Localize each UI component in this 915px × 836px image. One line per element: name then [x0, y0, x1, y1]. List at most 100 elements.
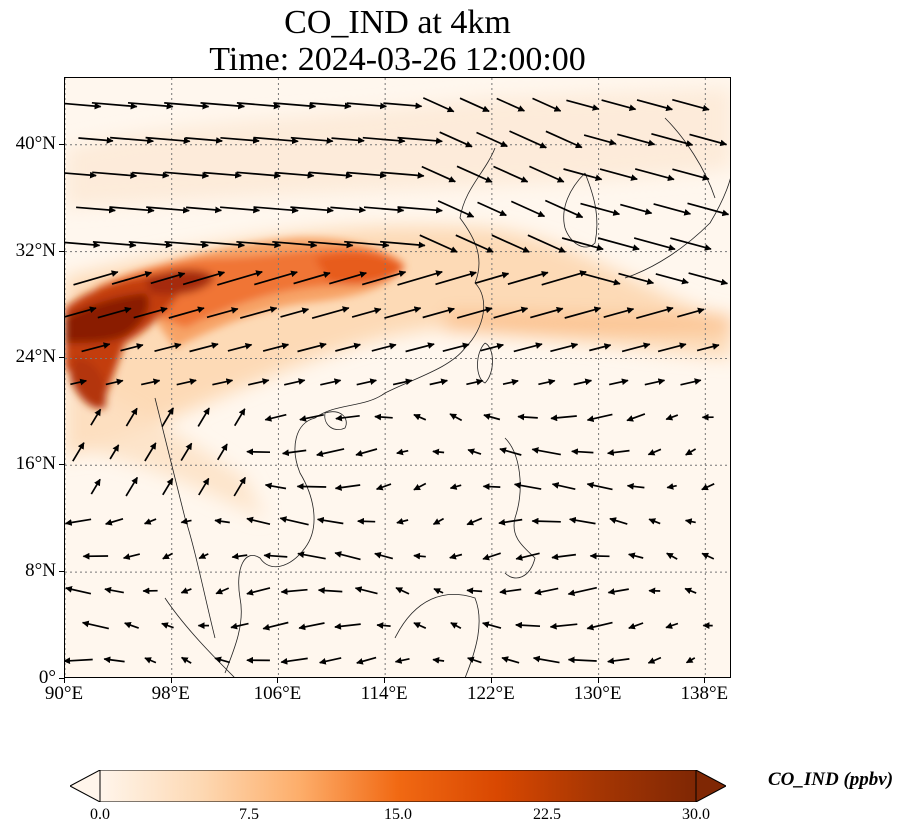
wind-arrow: [530, 306, 564, 319]
wind-arrow: [467, 656, 482, 664]
wind-arrow: [449, 552, 463, 560]
wind-arrow: [456, 165, 493, 183]
wind-arrow: [331, 136, 365, 144]
wind-arrow: [280, 588, 308, 595]
lon-tick: [384, 678, 386, 683]
wind-arrow: [189, 342, 219, 353]
wind-arrow: [450, 622, 462, 630]
lat-tick: [59, 464, 64, 466]
wind-arrow: [279, 516, 309, 526]
wind-arrow: [621, 342, 651, 353]
wind-arrow: [239, 306, 278, 319]
wind-arrow: [586, 413, 613, 423]
lat-tick-label: 32°N: [15, 239, 56, 261]
wind-arrow: [477, 201, 507, 217]
wind-arrow: [513, 482, 542, 490]
wind-arrow: [439, 131, 473, 148]
wind-arrow: [308, 171, 353, 179]
wind-arrow: [626, 483, 645, 490]
wind-arrow: [246, 587, 271, 596]
wind-arrow: [432, 448, 445, 456]
wind-arrow: [280, 307, 310, 318]
lat-tick: [59, 678, 64, 679]
wind-arrow: [125, 407, 138, 427]
wind-arrow: [475, 271, 510, 285]
wind-arrow: [198, 552, 209, 560]
wind-arrow: [309, 102, 352, 110]
wind-arrow: [607, 657, 630, 665]
wind-arrow: [586, 621, 613, 631]
wind-arrow: [422, 97, 455, 113]
wind-arrow: [534, 587, 559, 596]
wind-arrow: [91, 101, 138, 110]
wind-arrow: [355, 448, 378, 457]
wind-arrow: [628, 622, 644, 630]
wind-arrow: [442, 342, 470, 353]
wind-arrow: [563, 168, 603, 182]
wind-arrow: [551, 482, 576, 491]
wind-arrow: [133, 306, 168, 319]
wind-arrow: [609, 378, 629, 386]
wind-arrow: [220, 136, 260, 144]
wind-arrow: [180, 442, 193, 462]
wind-arrow: [626, 413, 646, 422]
wind-arrow: [233, 476, 247, 497]
wind-arrow: [154, 342, 182, 353]
lon-tick: [170, 678, 172, 683]
wind-arrow: [150, 271, 186, 285]
wind-arrow: [531, 517, 561, 525]
wind-arrow: [567, 586, 597, 597]
wind-arrow: [65, 518, 92, 526]
wind-arrow: [356, 656, 377, 665]
wind-arrow: [491, 234, 530, 253]
wind-arrow: [580, 202, 621, 216]
wind-arrow: [262, 342, 290, 352]
wind-arrow: [687, 202, 730, 217]
lat-tick: [59, 143, 64, 145]
coastlines: [154, 117, 730, 677]
wind-arrow: [647, 448, 662, 456]
lon-tick-label: 138°E: [680, 683, 729, 704]
lat-tick: [59, 250, 64, 252]
lon-tick-label: 98°E: [151, 683, 190, 704]
wind-arrow: [550, 414, 577, 422]
wind-arrow: [483, 413, 501, 421]
wind-arrow: [299, 413, 324, 422]
wind-arrow: [665, 622, 679, 629]
wind-arrow: [124, 621, 139, 629]
wind-arrow: [81, 620, 109, 630]
wind-arrow: [571, 448, 594, 456]
wind-arrow: [185, 137, 223, 144]
wind-arrow: [346, 171, 387, 179]
wind-arrow: [586, 481, 613, 491]
wind-arrow: [275, 171, 315, 179]
wind-arrow: [466, 517, 483, 526]
wind-arrow: [264, 482, 287, 490]
wind-arrow: [105, 517, 124, 526]
wind-arrow: [449, 413, 463, 422]
lon-tick-label: 114°E: [360, 683, 408, 704]
wind-arrow: [144, 657, 157, 664]
wind-arrow: [551, 553, 577, 561]
wind-arrow: [677, 307, 705, 318]
wind-arrow: [109, 206, 155, 214]
wind-arrow: [527, 234, 566, 253]
wind-arrow: [672, 98, 710, 112]
colorbar-tick-label: 15.0: [384, 806, 412, 823]
wind-arrow: [566, 99, 600, 111]
wind-arrow: [92, 240, 137, 249]
wind-arrow: [429, 378, 448, 386]
wind-arrow: [550, 342, 579, 353]
wind-arrow: [529, 165, 565, 183]
wind-arrow: [665, 414, 679, 421]
wind-arrow: [599, 168, 638, 181]
wind-arrow: [396, 448, 409, 456]
lon-tick-label: 106°E: [253, 683, 302, 704]
wind-arrow: [567, 656, 597, 664]
wind-arrow: [65, 102, 102, 110]
wind-arrow: [422, 307, 455, 319]
wind-arrow: [217, 270, 263, 286]
wind-arrow: [384, 306, 422, 319]
wind-arrow: [670, 237, 712, 251]
wind-arrow: [501, 656, 520, 664]
